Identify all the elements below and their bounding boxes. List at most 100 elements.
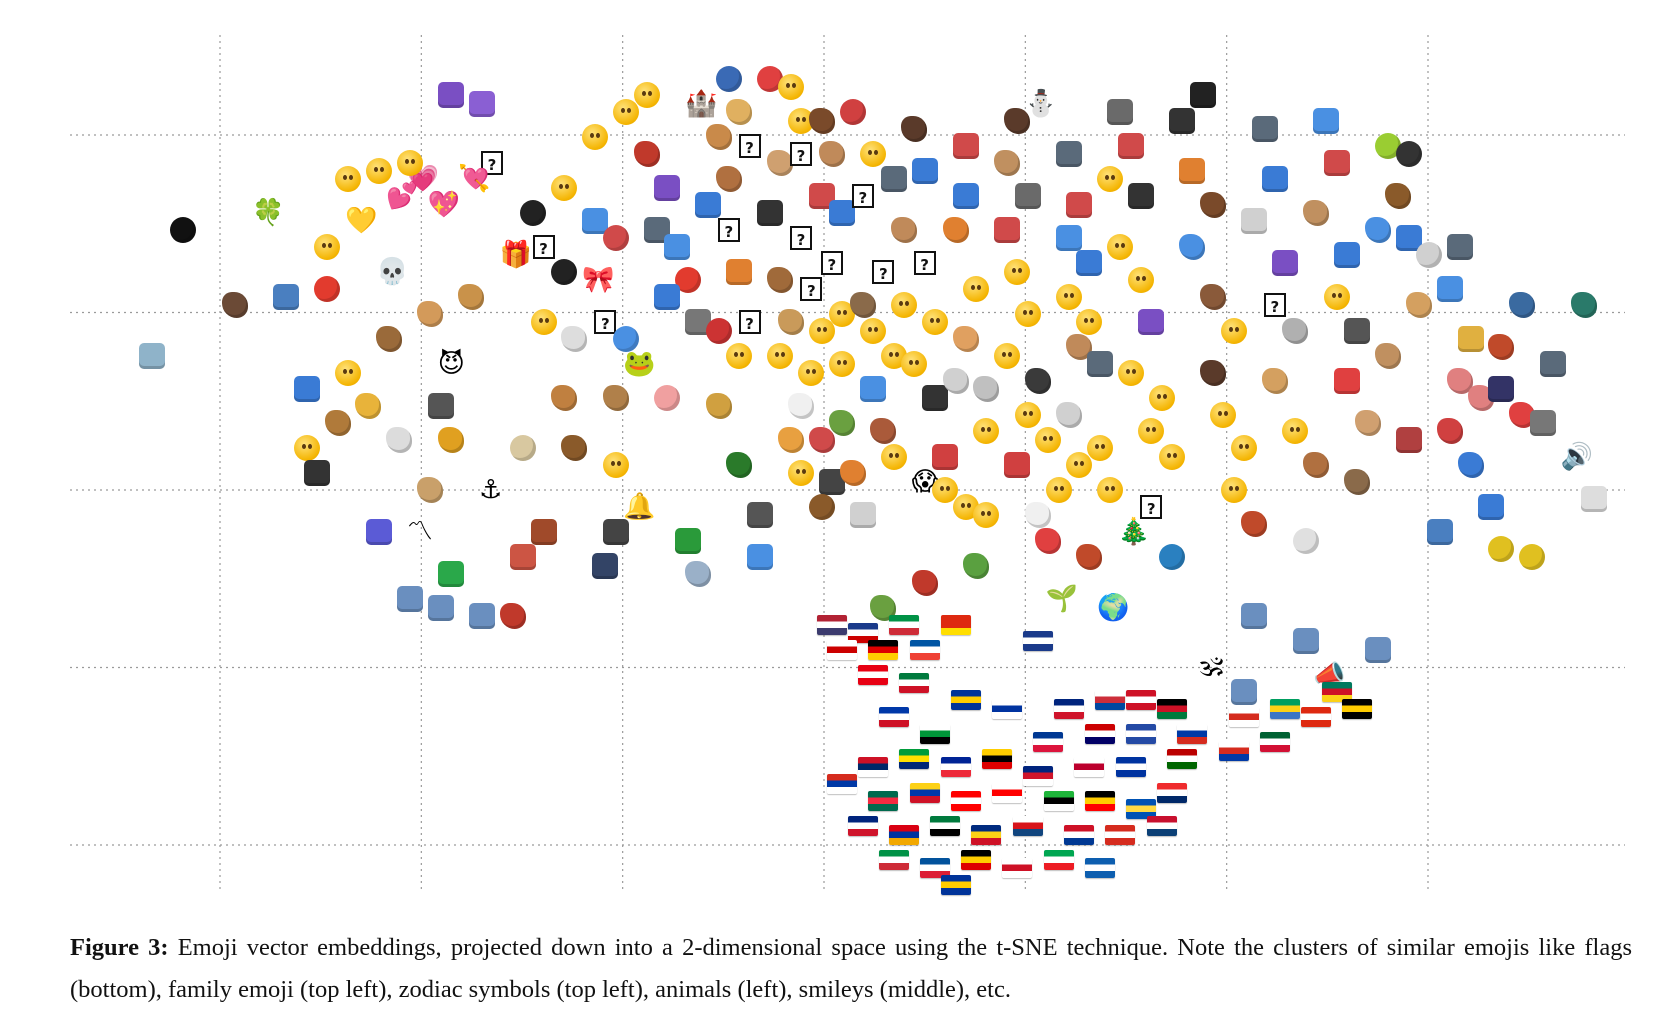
smiley-emoji-point	[334, 359, 361, 386]
smiley-emoji-point	[973, 418, 1000, 445]
square-emoji-point	[911, 158, 938, 184]
smiley-emoji-point	[973, 502, 1000, 529]
dot-emoji-point	[170, 216, 196, 243]
blob-emoji-point	[818, 141, 845, 168]
blob-emoji-point	[1364, 216, 1391, 243]
smiley-emoji-point	[1138, 418, 1165, 445]
glyph-emoji-point: 🐸	[623, 349, 656, 380]
missing-emoji-point: ?	[738, 133, 761, 158]
blob-emoji-point	[551, 384, 578, 411]
glyph-emoji-point: 💖	[427, 189, 460, 220]
dot-emoji-point	[602, 225, 629, 252]
blob-emoji-point	[1570, 292, 1597, 319]
square-emoji-point	[695, 191, 722, 218]
glyph-emoji-point: 💛	[345, 206, 378, 237]
flag-emoji-point	[919, 723, 950, 744]
smiley-emoji-point	[1045, 477, 1072, 504]
dot-emoji-point	[612, 326, 639, 352]
flag-emoji-point	[1022, 631, 1053, 652]
blob-emoji-point	[1385, 183, 1412, 210]
blob-emoji-point	[602, 384, 629, 411]
blob-emoji-point	[437, 426, 464, 453]
blob-emoji-point	[1436, 418, 1463, 445]
square-emoji-point	[674, 527, 701, 554]
blob-emoji-point	[1303, 452, 1329, 478]
smiley-emoji-point	[1148, 384, 1175, 411]
flag-emoji-point	[1177, 723, 1208, 744]
square-emoji-point	[1447, 233, 1474, 260]
flag-emoji-point	[919, 858, 950, 879]
blob-emoji-point	[685, 561, 711, 588]
square-emoji-point	[746, 544, 773, 571]
square-emoji-point	[509, 544, 536, 571]
smiley-emoji-point	[1014, 300, 1041, 327]
flag-emoji-point	[1146, 816, 1177, 837]
blob-emoji-point	[1457, 452, 1484, 478]
smiley-emoji-point	[1086, 435, 1113, 462]
flag-emoji-point	[1228, 707, 1259, 727]
square-emoji-point	[592, 552, 619, 579]
blob-emoji-point	[1024, 502, 1051, 529]
flag-emoji-point	[1218, 740, 1249, 761]
dot-emoji-point	[654, 384, 681, 411]
dot-emoji-point	[520, 200, 547, 226]
missing-emoji-point: ?	[481, 150, 503, 175]
blob-emoji-point	[386, 426, 413, 453]
square-emoji-point	[1272, 250, 1299, 277]
flag-emoji-point	[930, 816, 961, 837]
smiley-emoji-point	[726, 342, 753, 369]
smiley-emoji-point	[1097, 166, 1123, 193]
missing-emoji-point: ?	[594, 310, 617, 335]
square-emoji-point	[746, 502, 773, 529]
square-emoji-point	[1241, 603, 1268, 630]
flag-emoji-point	[1002, 858, 1033, 879]
flag-emoji-point	[1095, 690, 1125, 711]
flag-emoji-point	[889, 614, 919, 635]
smiley-emoji-point	[860, 317, 887, 344]
square-emoji-point	[396, 586, 423, 613]
flag-emoji-point	[868, 791, 899, 811]
square-emoji-point	[849, 502, 876, 529]
smiley-emoji-point	[602, 452, 629, 478]
smiley-emoji-point	[314, 233, 341, 260]
blob-emoji-point	[952, 326, 979, 352]
dot-emoji-point	[839, 99, 866, 126]
flag-emoji-point	[1125, 799, 1156, 820]
flag-emoji-point	[1301, 707, 1331, 727]
square-emoji-point	[1488, 376, 1515, 403]
square-emoji-point	[530, 519, 557, 546]
missing-emoji-point: ?	[913, 251, 936, 276]
smiley-emoji-point	[1230, 435, 1257, 462]
dot-emoji-point	[1519, 544, 1546, 571]
blob-emoji-point	[1024, 368, 1051, 394]
square-emoji-point	[1076, 250, 1103, 277]
blob-emoji-point	[1179, 233, 1206, 260]
flag-emoji-point	[1342, 698, 1373, 719]
square-emoji-point	[1395, 426, 1422, 453]
glyph-emoji-point: 🔔	[623, 492, 656, 522]
flag-emoji-point	[1012, 816, 1043, 837]
blob-emoji-point	[1261, 368, 1288, 394]
smiley-emoji-point	[1117, 359, 1144, 386]
blob-emoji-point	[973, 376, 1000, 403]
square-emoji-point	[1066, 191, 1093, 218]
square-emoji-point	[1333, 368, 1360, 394]
flag-emoji-point	[909, 782, 940, 803]
square-emoji-point	[1364, 636, 1391, 663]
blob-emoji-point	[726, 452, 753, 478]
blob-emoji-point	[1406, 292, 1432, 319]
blob-emoji-point	[1282, 317, 1309, 344]
square-emoji-point	[726, 258, 753, 285]
smiley-emoji-point	[932, 477, 959, 504]
square-emoji-point	[1333, 242, 1360, 268]
blob-emoji-point	[767, 267, 794, 294]
smiley-emoji-point	[1210, 401, 1237, 428]
square-emoji-point	[757, 200, 784, 226]
square-emoji-point	[1014, 183, 1041, 210]
flag-emoji-point	[1105, 824, 1136, 845]
smiley-emoji-point	[1107, 233, 1134, 260]
square-emoji-point	[880, 166, 907, 193]
smiley-emoji-point	[365, 158, 392, 184]
dot-emoji-point	[551, 258, 578, 285]
flag-emoji-point	[827, 774, 858, 795]
